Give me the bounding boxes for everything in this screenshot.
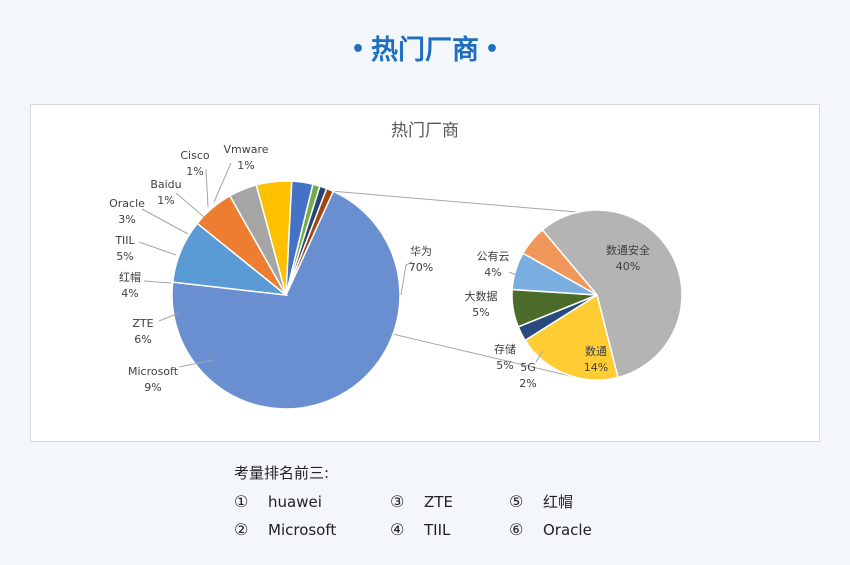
leader-line — [213, 162, 232, 203]
main-label-name: Oracle — [109, 197, 145, 210]
leader-line — [158, 312, 180, 322]
rank-number: ① — [234, 492, 249, 511]
rank-name: Microsoft — [268, 521, 337, 539]
leader-line — [205, 168, 209, 208]
chart-container: 热门厂商 华为 70% Microsoft 9% ZTE 6% 红帽 4% TIIL 5% Orac… — [30, 104, 820, 442]
rank-item-4: ④ TIIL — [390, 517, 450, 543]
main-label-name: Baidu — [150, 178, 181, 191]
main-slice-0 — [171, 190, 401, 410]
main-label-value: 6% — [134, 333, 151, 346]
leader-line — [175, 192, 205, 218]
rank-item-5: ⑤ 红帽 — [509, 489, 573, 515]
main-label-value: 70% — [409, 261, 433, 274]
rank-item-1: ① huawei — [234, 489, 322, 515]
leader-line — [138, 241, 177, 256]
sub-label-value: 2% — [519, 377, 536, 390]
sub-label-value: 5% — [472, 306, 489, 319]
sub-slice-1 — [524, 293, 619, 381]
rank-item-2: ② Microsoft — [234, 517, 336, 543]
bullet-left: • — [350, 37, 365, 62]
main-label-value: 4% — [121, 287, 138, 300]
rank-name: huawei — [268, 493, 322, 511]
sub-label-name: 存储 — [494, 342, 516, 356]
rank-name: ZTE — [424, 493, 453, 511]
ranking-notes: 考量排名前三: ① huawei ② Microsoft ③ ZTE ④ TIIL ⑤ 红… — [234, 462, 684, 549]
rank-name: Oracle — [543, 521, 592, 539]
sub-label-value: 5% — [496, 359, 513, 372]
ranking-list: ① huawei ② Microsoft ③ ZTE ④ TIIL ⑤ 红帽 ⑥ Oracl… — [234, 489, 684, 549]
main-label-value: 1% — [157, 194, 174, 207]
sub-label-name: 大数据 — [465, 289, 498, 303]
rank-item-6: ⑥ Oracle — [509, 517, 592, 543]
sub-slice-0 — [541, 209, 683, 379]
rank-number: ⑤ — [509, 492, 524, 511]
sub-label-value: 14% — [584, 361, 608, 374]
main-label-name: Vmware — [223, 143, 268, 156]
rank-name: 红帽 — [543, 493, 574, 511]
sub-label-name: 5G — [520, 361, 536, 374]
connector-line-top — [333, 190, 578, 213]
bullet-right: • — [485, 37, 500, 62]
main-slice-8 — [285, 187, 335, 296]
leader-line — [143, 280, 172, 284]
sub-label-name: 数通安全 — [606, 243, 650, 257]
rank-item-3: ③ ZTE — [390, 489, 453, 515]
rank-number: ④ — [390, 520, 405, 539]
main-label-value: 3% — [118, 213, 135, 226]
main-label-name: TIIL — [114, 234, 135, 247]
sub-label-name: 公有云 — [477, 249, 510, 263]
leader-line — [535, 350, 544, 363]
main-label-name: Microsoft — [128, 365, 179, 378]
ranking-title: 考量排名前三: — [234, 464, 330, 482]
pie-of-pie-chart: 热门厂商 华为 70% Microsoft 9% ZTE 6% 红帽 4% TIIL 5% Orac… — [109, 121, 683, 410]
rank-name: TIIL — [424, 521, 451, 539]
main-label-value: 9% — [144, 381, 161, 394]
main-label-name: Cisco — [180, 149, 210, 162]
main-label-value: 1% — [186, 165, 203, 178]
page-title: • 热门厂商 • — [0, 28, 850, 67]
chart-title: 热门厂商 — [391, 121, 459, 141]
leader-line — [400, 261, 413, 296]
sub-label-name: 数通 — [585, 345, 607, 358]
leader-line — [141, 208, 189, 235]
main-label-name: 华为 — [410, 244, 432, 258]
main-label-name: 红帽 — [119, 271, 141, 284]
main-label-name: ZTE — [132, 317, 153, 330]
leader-line — [508, 271, 517, 276]
main-label-value: 1% — [237, 159, 254, 172]
sub-slice-5 — [521, 228, 598, 296]
page-title-text: 热门厂商 — [371, 35, 479, 66]
rank-number: ③ — [390, 492, 405, 511]
sub-label-value: 40% — [616, 260, 640, 273]
rank-number: ⑥ — [509, 520, 524, 539]
leader-line — [178, 359, 215, 368]
rank-number: ② — [234, 520, 249, 539]
main-label-value: 5% — [116, 250, 133, 263]
sub-label-value: 4% — [484, 266, 501, 279]
